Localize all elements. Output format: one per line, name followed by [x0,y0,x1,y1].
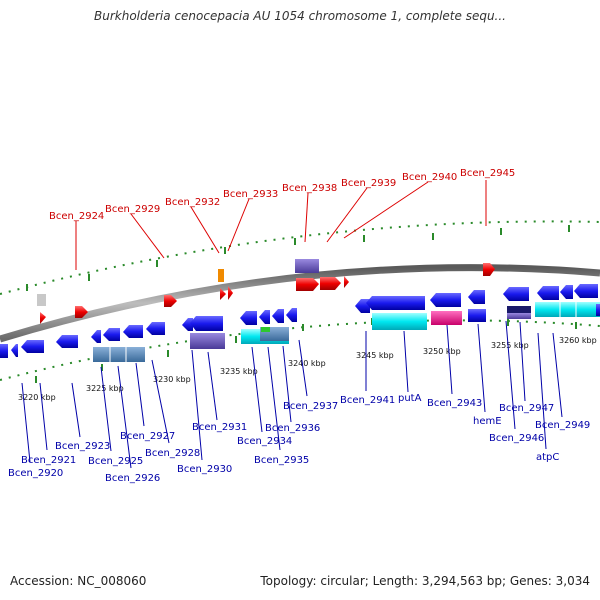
gene-arrow-forward[interactable] [320,277,341,290]
gene-arrow-reverse[interactable] [103,328,120,341]
gene-label-top[interactable]: Bcen_2945 [460,168,515,179]
scale-labels: 3220 kbp 3225 kbp 3230 kbp 3235 kbp 3240… [18,336,597,402]
gene-label-bottom[interactable]: atpC [536,452,559,463]
gene-arrow-forward[interactable] [296,278,319,291]
gene-arrow-reverse[interactable] [366,296,425,310]
gene-arrow-reverse[interactable] [182,318,193,331]
gene-arrow-reverse[interactable] [259,310,270,324]
gene-label-bottom[interactable]: Bcen_2934 [237,436,292,447]
scale-tick-label: 3220 kbp [18,393,56,402]
scale-tick-label: 3240 kbp [288,359,326,368]
gene-arrow-reverse[interactable] [537,286,559,300]
scale-tick-label: 3230 kbp [153,375,191,384]
gene-arrow-reverse[interactable] [503,287,529,301]
gene-arrow-forward[interactable] [483,263,495,276]
gene-block-steel[interactable] [93,347,145,362]
gene-block-slate[interactable] [295,259,319,273]
upper-major-ticks [26,225,570,291]
gene-label-bottom[interactable]: Bcen_2943 [427,398,482,409]
gene-label-top[interactable]: Bcen_2929 [105,204,160,215]
gene-arrow-forward[interactable] [344,276,349,288]
gene-label-top[interactable]: Bcen_2932 [165,197,220,208]
gene-label-top[interactable]: Bcen_2924 [49,211,104,222]
gene-arrow-reverse[interactable] [190,316,223,331]
gene-arrow-reverse[interactable] [240,311,257,325]
top-callout-lines [75,180,487,270]
gene-arrow-reverse[interactable] [430,293,461,307]
gene-block-slate[interactable] [190,333,225,349]
gene-label-top[interactable]: Bcen_2940 [402,172,457,183]
top-labels: Bcen_2924 Bcen_2929 Bcen_2932 Bcen_2933 … [49,168,515,222]
forward-genes[interactable] [37,259,495,324]
gene-label-bottom[interactable]: putA [398,393,422,404]
gene-label-bottom[interactable]: Bcen_2927 [120,431,175,442]
scale-tick-label: 3245 kbp [356,351,394,360]
gene-arrow-reverse[interactable] [56,335,78,348]
bottom-callout-lines [21,320,563,469]
gene-block-blue[interactable] [596,304,600,316]
gene-label-bottom[interactable]: Bcen_2925 [88,456,143,467]
gene-arrow-reverse[interactable] [0,344,8,358]
tick-track-upper [0,220,600,295]
gene-arrow-reverse[interactable] [560,285,573,299]
gene-arrow-reverse[interactable] [272,309,284,323]
gene-block-cyan[interactable] [372,313,427,330]
gene-arrow-reverse[interactable] [123,325,143,338]
gene-label-bottom[interactable]: Bcen_2920 [8,468,63,479]
gene-arrow-reverse[interactable] [574,284,598,298]
gene-arrow-forward[interactable] [220,288,226,300]
scale-tick-label: 3260 kbp [559,336,597,345]
gene-label-top[interactable]: Bcen_2938 [282,183,337,194]
gene-label-bottom[interactable]: Bcen_2926 [105,473,160,484]
gene-block-slate[interactable] [507,313,531,319]
scale-tick-label: 3255 kbp [491,341,529,350]
gene-arrow-reverse[interactable] [21,340,44,353]
gene-label-bottom[interactable]: Bcen_2931 [192,422,247,433]
scale-tick-label: 3235 kbp [220,367,258,376]
gene-arrow-reverse[interactable] [11,344,18,357]
gene-arrow-reverse[interactable] [146,322,165,335]
gene-label-bottom[interactable]: Bcen_2937 [283,401,338,412]
gene-label-bottom[interactable]: Bcen_2936 [265,423,320,434]
scale-tick-label: 3225 kbp [86,384,124,393]
small-gene-orange[interactable] [218,269,224,282]
gene-arrow-reverse[interactable] [286,308,297,322]
gene-arrow-forward[interactable] [164,295,177,307]
map-title: Burkholderia cenocepacia AU 1054 chromos… [94,9,506,23]
bottom-labels: Bcen_2920 Bcen_2921 Bcen_2923 Bcen_2925 … [8,393,590,484]
gene-label-bottom[interactable]: Bcen_2921 [21,455,76,466]
gene-label-bottom[interactable]: Bcen_2923 [55,441,110,452]
gene-label-top[interactable]: Bcen_2933 [223,189,278,200]
gene-block-green[interactable] [261,327,270,332]
gene-arrow-forward[interactable] [228,286,233,300]
scale-tick-label: 3250 kbp [423,347,461,356]
gene-label-bottom[interactable]: Bcen_2935 [254,455,309,466]
small-gene-grey[interactable] [37,294,46,306]
genome-summary-text: Topology: circular; Length: 3,294,563 bp… [260,574,590,588]
gene-block-pink[interactable] [431,311,462,325]
gene-arrow-reverse[interactable] [468,290,485,304]
gene-label-bottom[interactable]: Bcen_2928 [145,448,200,459]
gene-arrow-forward[interactable] [40,312,46,324]
gene-label-bottom[interactable]: Bcen_2941 [340,395,395,406]
gene-block-navy[interactable] [507,306,531,314]
gene-block-cyan[interactable] [535,302,600,317]
gene-label-bottom[interactable]: Bcen_2930 [177,464,232,475]
gene-label-bottom[interactable]: hemE [473,416,502,427]
gene-label-bottom[interactable]: Bcen_2947 [499,403,554,414]
gene-label-bottom[interactable]: Bcen_2949 [535,420,590,431]
gene-arrow-reverse[interactable] [355,299,370,313]
reverse-genes[interactable] [0,284,600,362]
gene-label-bottom[interactable]: Bcen_2946 [489,433,544,444]
gene-label-top[interactable]: Bcen_2939 [341,178,396,189]
accession-text: Accession: NC_008060 [10,574,147,588]
gene-block-blue[interactable] [468,309,486,322]
gene-arrow-reverse[interactable] [91,330,101,343]
gene-arrow-forward[interactable] [75,306,88,318]
